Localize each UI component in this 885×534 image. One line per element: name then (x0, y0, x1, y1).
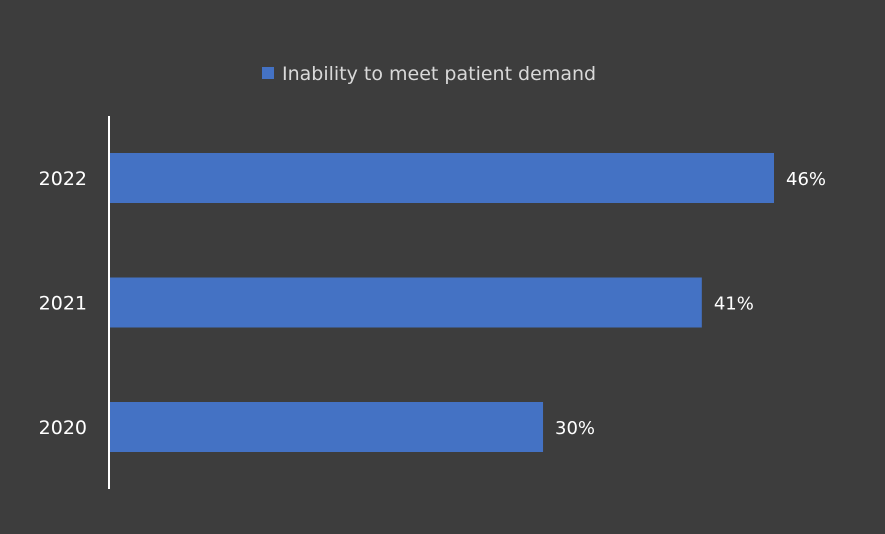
data-label-2021: 41% (714, 294, 754, 315)
bar-2021 (110, 277, 702, 328)
bar-2022 (110, 153, 774, 203)
legend: Inability to meet patient demand (262, 63, 596, 85)
category-label-2021: 2021 (39, 293, 87, 315)
data-label-2020: 30% (555, 418, 595, 439)
bar-2020 (110, 402, 544, 452)
category-label-2020: 2020 (39, 417, 87, 439)
data-labels-group: 46% 41% 30% (555, 169, 826, 439)
legend-label: Inability to meet patient demand (282, 63, 596, 85)
category-tick-labels: 2022 2021 2020 (39, 168, 87, 439)
legend-swatch (262, 67, 274, 79)
data-label-2022: 46% (786, 169, 826, 190)
bars-group (110, 153, 774, 452)
category-label-2022: 2022 (39, 168, 87, 190)
